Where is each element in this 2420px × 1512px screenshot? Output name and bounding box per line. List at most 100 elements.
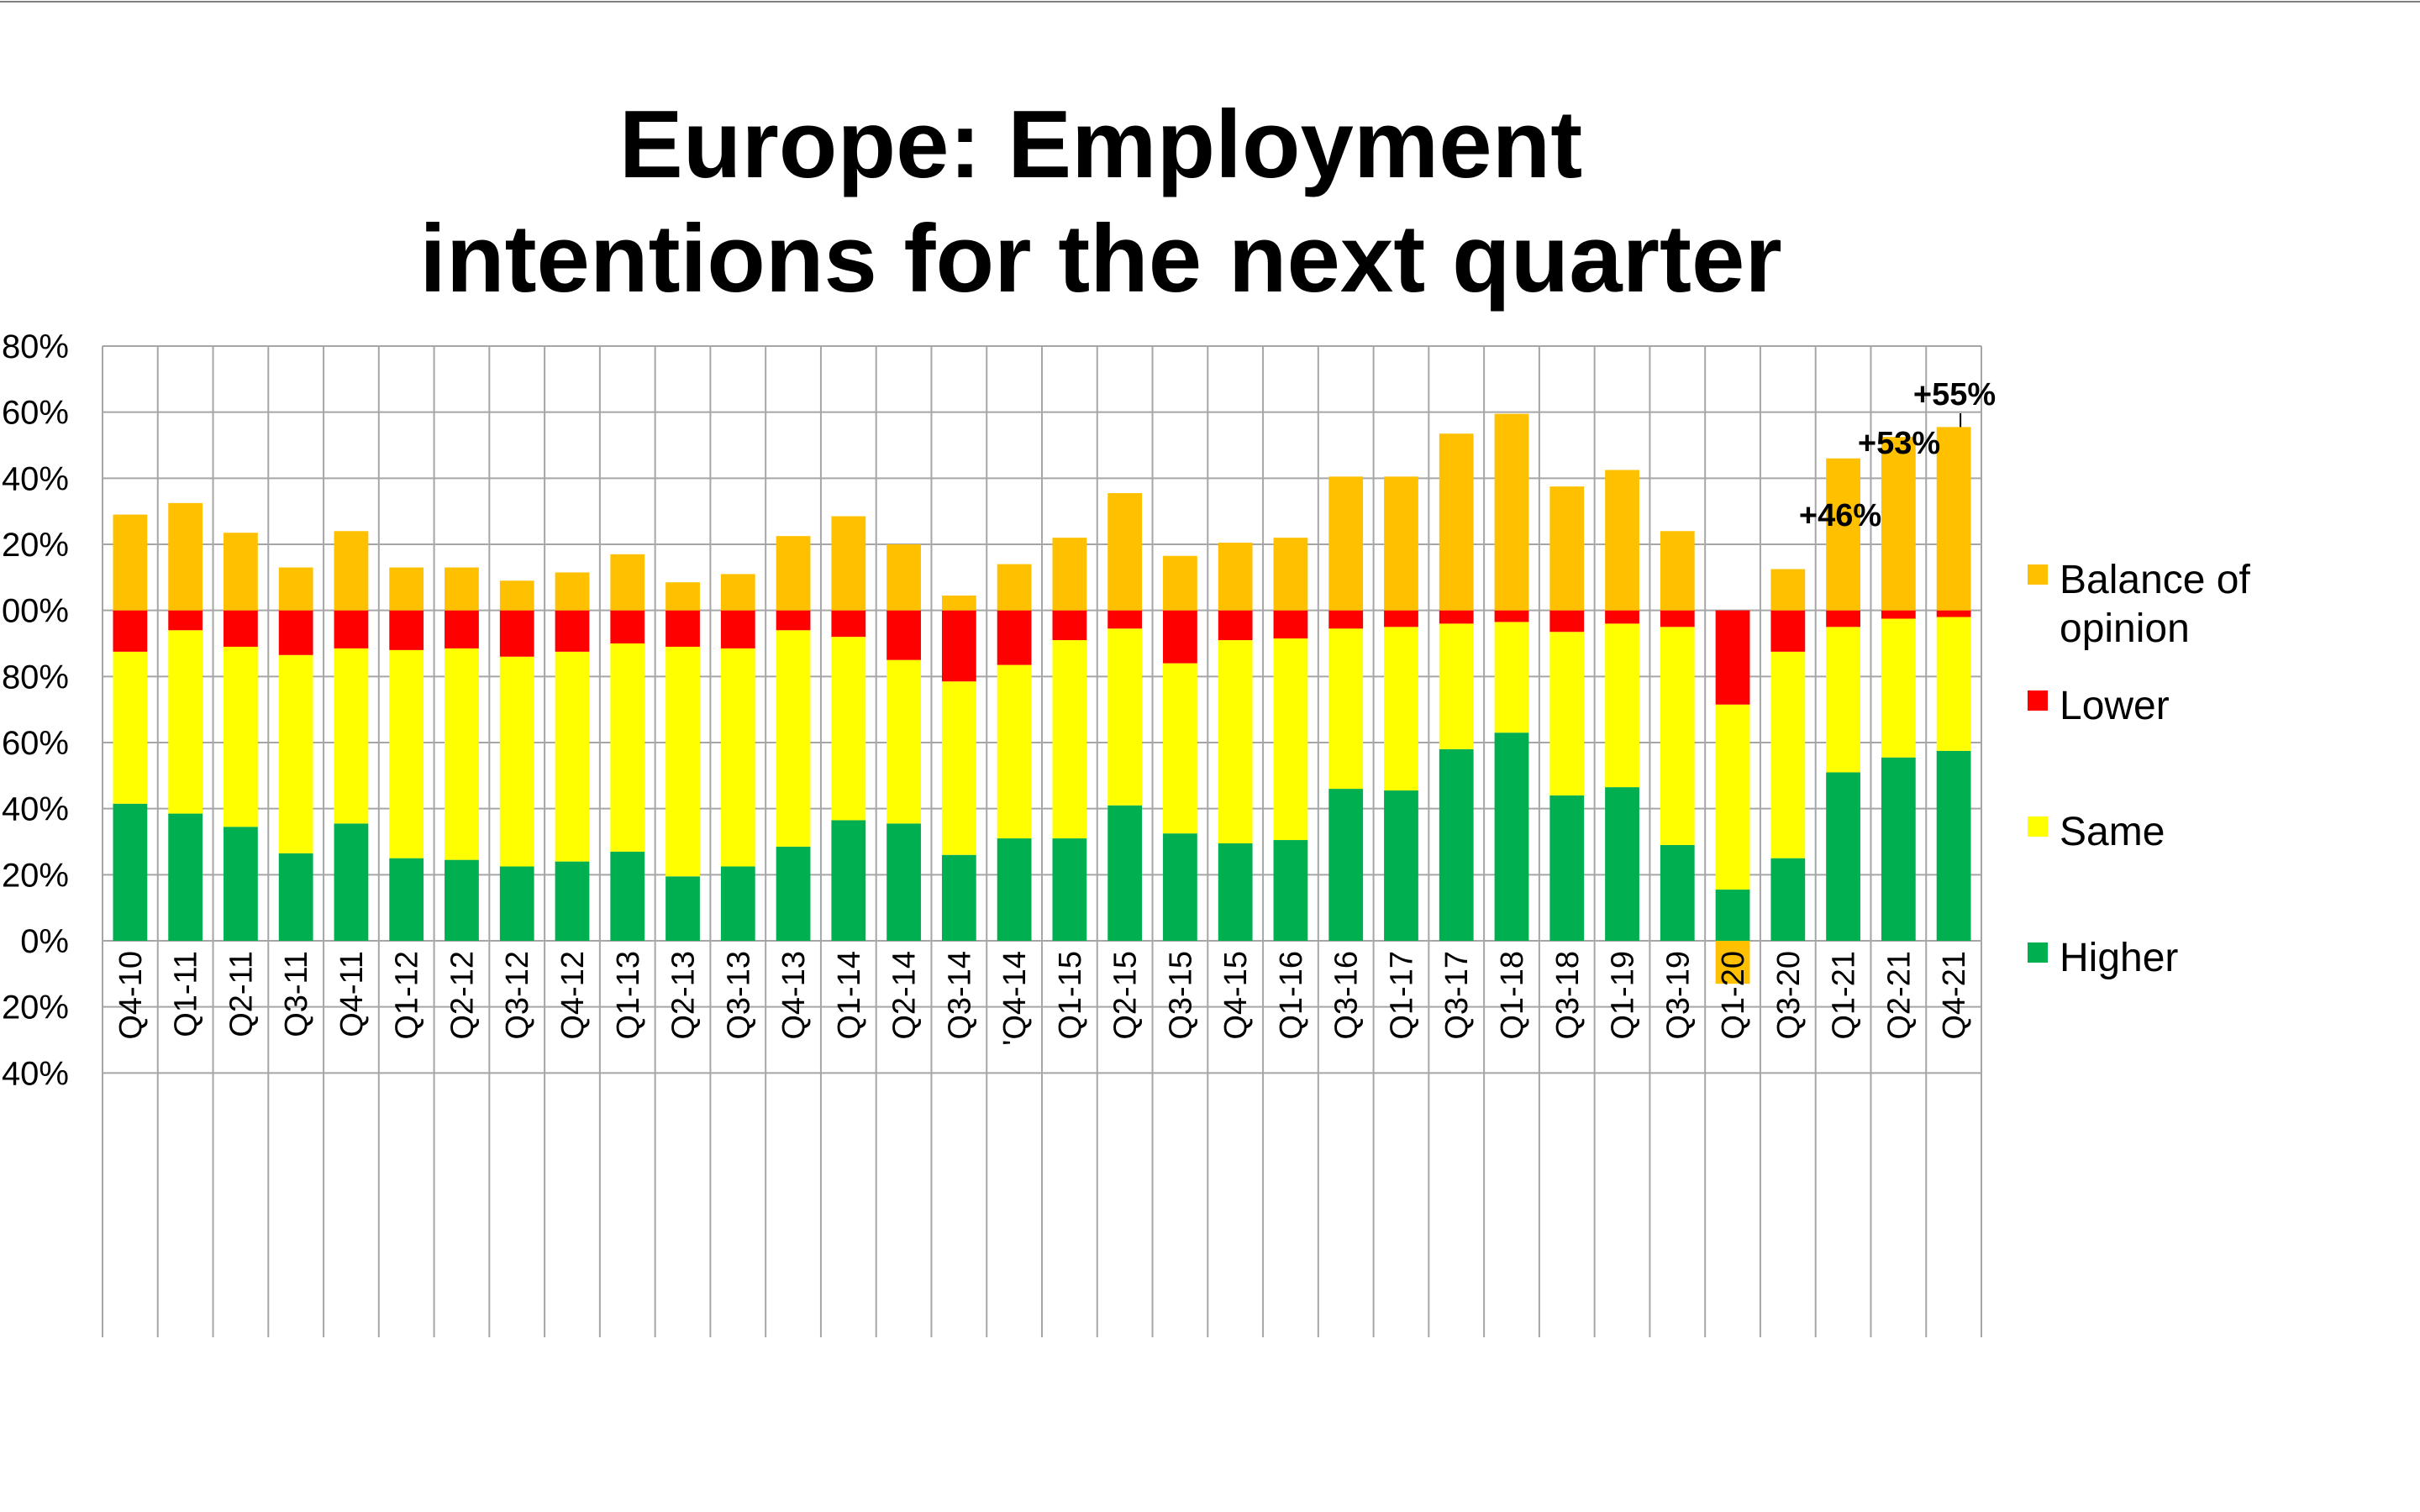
bar-lower [666,610,700,647]
legend-swatch [2028,816,2048,837]
bar-balance [278,567,313,611]
legend-swatch [2028,564,2048,585]
bar-lower [610,610,645,643]
bar-balance [1770,569,1806,611]
bar-lower [499,610,534,657]
x-tick-label: Q1-14 [832,951,867,1040]
bar-lower [1163,610,1197,664]
x-tick-label: Q3-13 [721,951,756,1040]
bar-lower [997,610,1032,665]
bar-same [555,651,590,862]
bar-lower [389,610,424,650]
bar-lower [1881,610,1916,619]
bar-same [1881,618,1916,758]
y-tick-label: 0% [20,923,69,960]
bar-balance [389,567,424,611]
bar-same [1218,640,1253,843]
bar-higher [1052,838,1087,941]
bar-balance [610,554,645,611]
bar-balance [499,580,534,611]
bar-higher [610,851,645,941]
x-tick-label: Q3-12 [500,951,535,1040]
bar-lower [168,610,203,631]
bar-balance [1881,437,1916,611]
x-tick-label: Q4-21 [1937,951,1972,1040]
data-label-annotation: +46% [1799,498,1881,533]
bar-balance [1439,433,1474,611]
bar-higher [720,866,755,941]
bar-balance [1494,413,1529,611]
bar-balance [1273,538,1308,611]
y-tick-label: 40% [2,460,69,497]
bar-lower [445,610,479,648]
bar-lower [886,610,921,660]
x-tick-label: Q3-15 [1163,951,1198,1040]
y-tick-label: 20% [2,990,69,1026]
bar-lower [1052,610,1087,641]
x-tick-label: Q2-11 [224,951,259,1037]
x-tick-label: Q3-18 [1550,951,1586,1040]
bar-balance [997,564,1032,611]
chart-title-line-2: intentions for the next quarter [419,206,1782,312]
bar-higher [1494,732,1529,941]
bar-same [720,648,755,867]
bar-higher [1605,787,1639,941]
bar-lower [113,610,148,652]
bar-higher [1439,748,1474,941]
bar-same [831,637,866,821]
bar-lower [1826,610,1860,627]
x-tick-label: Q2-13 [666,951,702,1040]
data-label-annotation: +53% [1858,426,1940,461]
legend-label: opinion [2060,606,2190,651]
bar-balance [1605,470,1639,611]
x-tick-label: Q1-19 [1606,951,1641,1040]
bar-higher [886,823,921,941]
bar-same [1826,627,1860,773]
bar-same [168,630,203,814]
bar-same [499,656,534,867]
y-tick-label: 20% [2,857,69,894]
chart-title-line-1: Europe: Employment [618,92,1583,198]
bar-balance [720,574,755,611]
bar-same [224,646,258,827]
x-tick-label: Q4-15 [1218,951,1254,1040]
bar-balance [1052,538,1087,611]
bar-lower [1936,610,1971,617]
bar-same [1163,663,1197,834]
bar-higher [997,838,1032,941]
bar-balance [1660,531,1695,611]
chart-title: Europe: Employment intentions for the ne… [0,88,2202,317]
bar-balance [776,536,811,611]
bar-lower [224,610,258,647]
bar-higher [555,861,590,941]
bar-same [1107,628,1143,806]
x-tick-label: Q2-14 [887,951,923,1040]
bar-higher [1549,795,1585,941]
bar-higher [1273,840,1308,941]
legend-label: Balance of [2060,558,2250,602]
bar-balance [1384,476,1418,611]
bar-same [334,648,369,824]
bar-balance [334,531,369,611]
x-tick-label: Q2-21 [1881,951,1917,1040]
legend-label: Lower [2060,684,2170,728]
bar-same [1605,623,1639,788]
y-tick-label: 60% [2,725,69,762]
bar-higher [1936,750,1971,941]
x-tick-label: Q1-20 [1716,951,1751,1040]
x-tick-label: 'Q4-14 [997,951,1033,1046]
legend-swatch [2028,942,2048,963]
bar-lower [1273,610,1308,639]
bar-higher [278,853,313,941]
bar-same [278,654,313,853]
y-tick-label: 20% [2,527,69,564]
bar-lower [1218,610,1253,641]
x-tick-label: Q4-10 [113,951,149,1040]
y-tick-label: 40% [2,791,69,828]
bar-balance [168,502,203,611]
bar-lower [831,610,866,638]
bar-higher [389,858,424,941]
bar-same [1384,627,1418,791]
bar-higher [1163,833,1197,941]
